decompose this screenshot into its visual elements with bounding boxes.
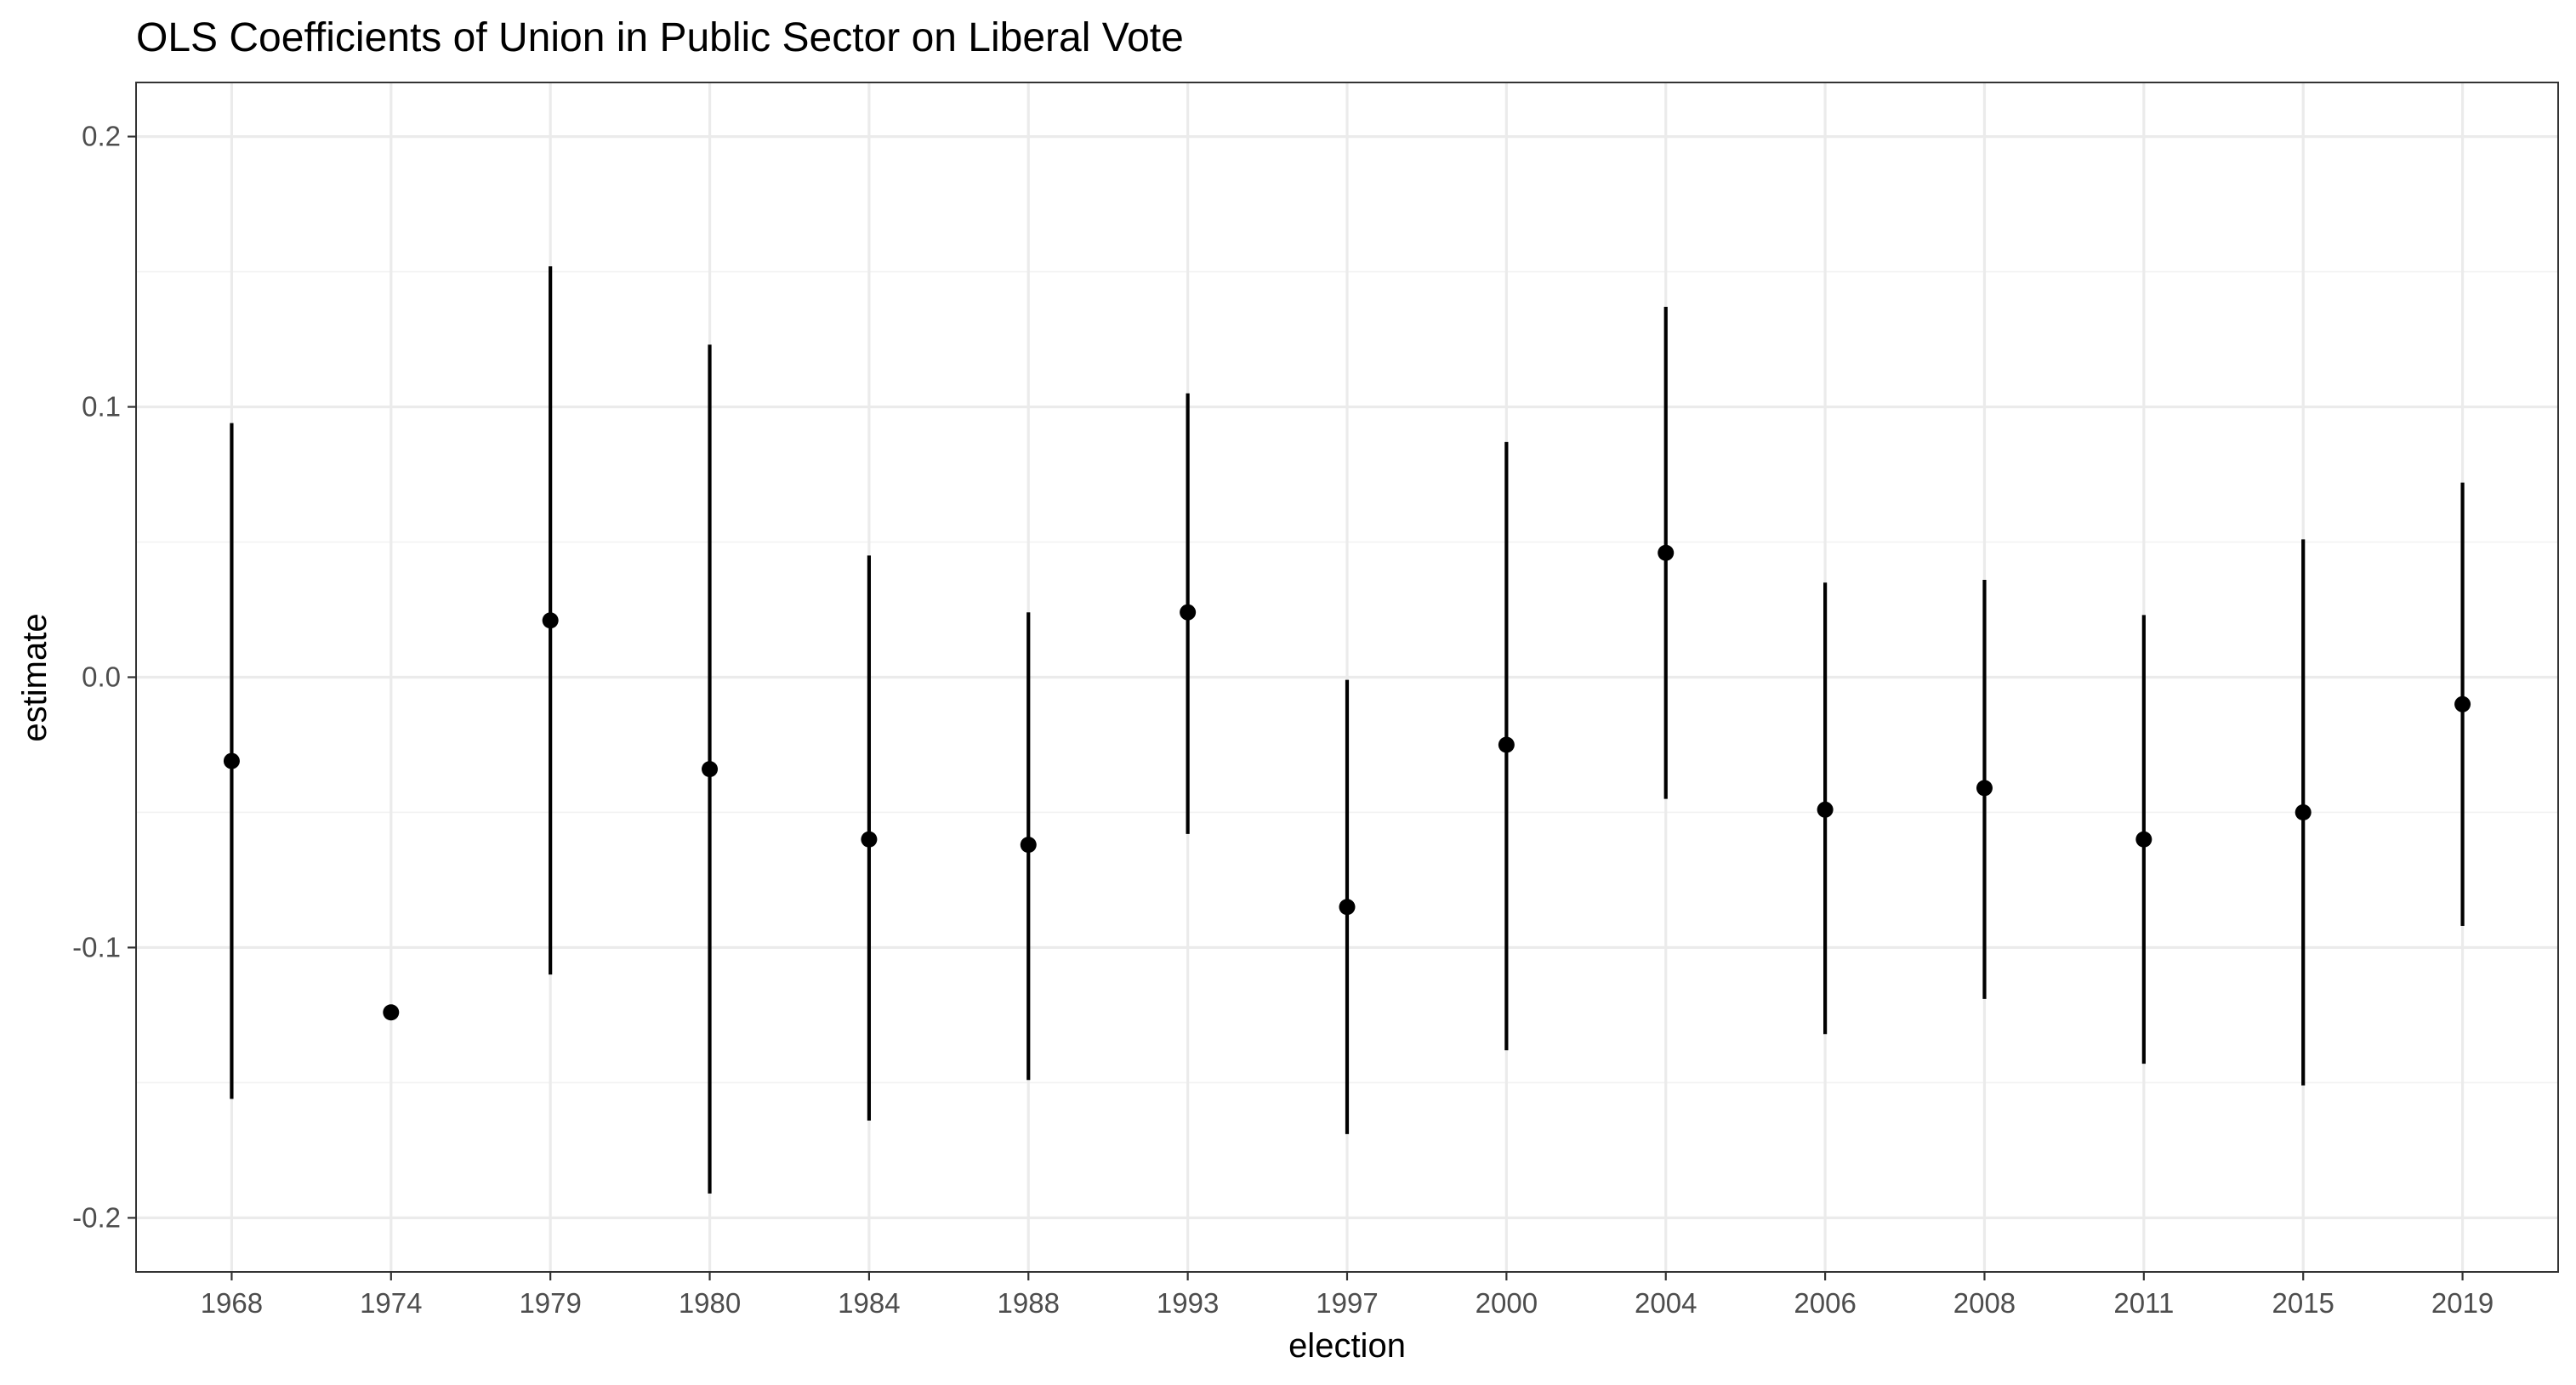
y-tick-label: 0.0: [82, 661, 121, 693]
point-2008: [1976, 780, 1993, 797]
x-tick-label: 2019: [2431, 1287, 2494, 1319]
point-1979: [542, 612, 559, 629]
x-tick-label: 2006: [1794, 1287, 1856, 1319]
x-tick-label: 1980: [679, 1287, 741, 1319]
point-1984: [861, 831, 878, 848]
y-tick-label: 0.1: [82, 391, 121, 423]
y-tick-label: -0.1: [72, 931, 121, 962]
x-tick-label: 1974: [360, 1287, 422, 1319]
x-tick-label: 1993: [1157, 1287, 1219, 1319]
point-1988: [1020, 837, 1037, 854]
x-tick-label: 2000: [1476, 1287, 1538, 1319]
y-axis-title: estimate: [16, 613, 54, 741]
point-1993: [1180, 604, 1197, 621]
point-1974: [383, 1004, 400, 1021]
x-tick-label: 1997: [1316, 1287, 1378, 1319]
x-tick-label: 1979: [519, 1287, 581, 1319]
x-tick-label: 2015: [2272, 1287, 2334, 1319]
y-tick-label: -0.2: [72, 1201, 121, 1233]
point-2004: [1658, 544, 1675, 561]
x-tick-label: 2004: [1635, 1287, 1697, 1319]
point-2011: [2135, 831, 2152, 848]
x-tick-label: 2011: [2113, 1287, 2174, 1319]
point-2006: [1817, 801, 1834, 818]
chart-title: OLS Coefficients of Union in Public Sect…: [136, 15, 1184, 60]
point-2019: [2454, 695, 2471, 712]
x-tick-label: 2008: [1953, 1287, 2016, 1319]
x-tick-label: 1968: [201, 1287, 263, 1319]
y-tick-label: 0.2: [82, 121, 121, 152]
x-tick-label: 1988: [998, 1287, 1060, 1319]
point-2015: [2295, 803, 2312, 820]
point-2000: [1498, 736, 1515, 753]
plot-panel: 0.2 0.1 0.0 -0.1 -0.2 1968 1974 1979 1980 1984 198…: [72, 82, 2559, 1319]
x-tick-label: 1984: [838, 1287, 900, 1319]
point-1997: [1339, 899, 1356, 916]
point-1980: [702, 761, 719, 778]
point-1968: [223, 752, 240, 769]
x-axis-title: election: [1288, 1327, 1406, 1365]
